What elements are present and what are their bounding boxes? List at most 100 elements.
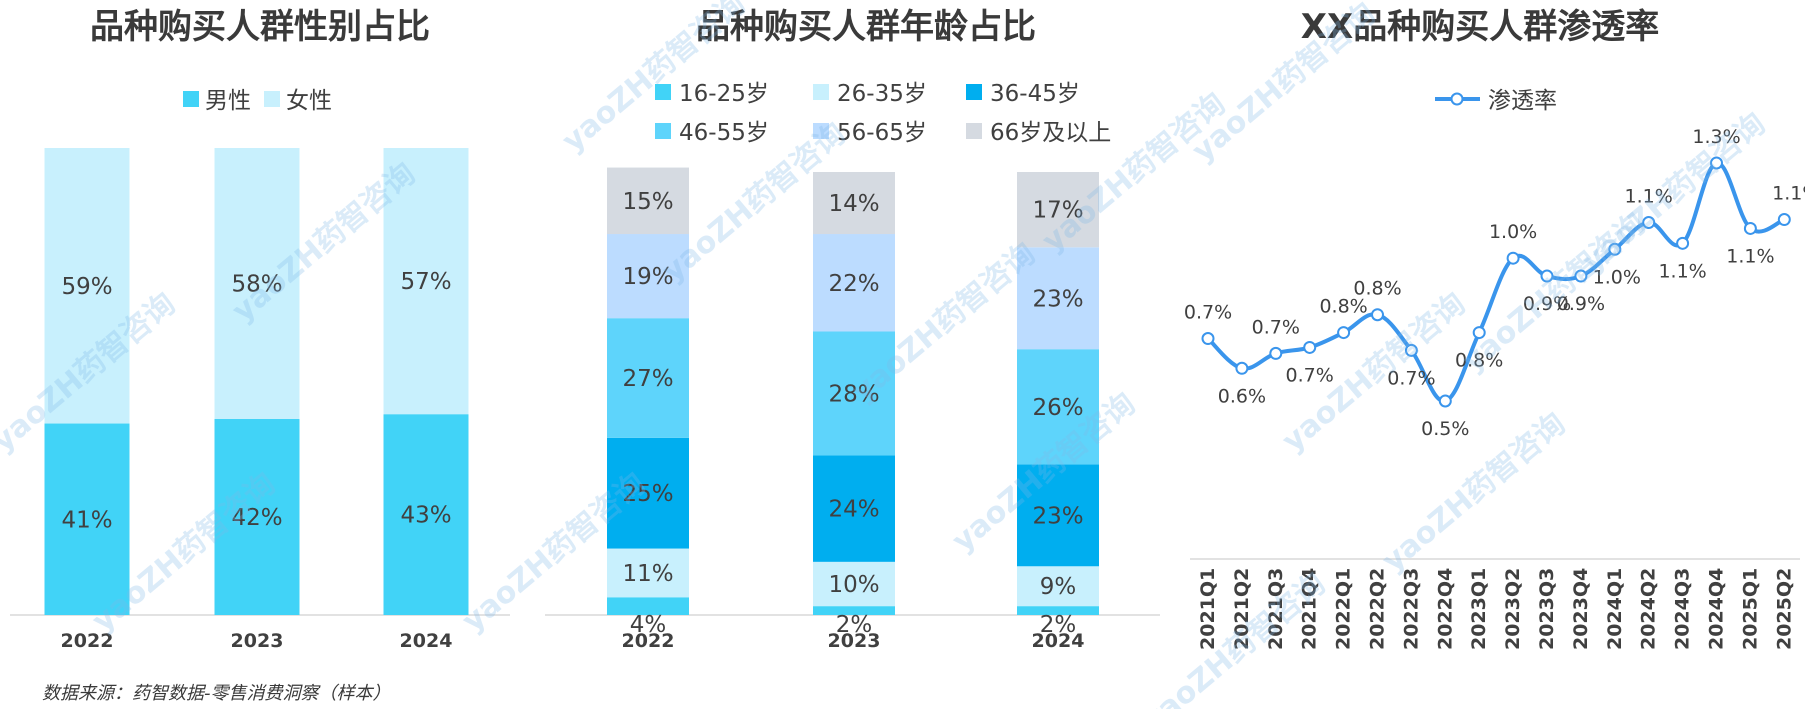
penetration-point-label: 0.7% bbox=[1184, 302, 1232, 324]
age-bar-segment bbox=[813, 331, 895, 456]
gender-bar-segment bbox=[383, 148, 469, 415]
age-segment-label: 4% bbox=[630, 612, 667, 638]
penetration-category-label: 2023Q1 bbox=[1468, 568, 1490, 650]
penetration-chart-title: XX品种购买人群渗透率 bbox=[1301, 7, 1659, 47]
age-segment-label: 15% bbox=[622, 189, 673, 215]
age-bar-segment bbox=[607, 548, 689, 598]
age-bar-segment bbox=[1017, 464, 1099, 567]
penetration-point-label: 1.3% bbox=[1692, 126, 1740, 148]
penetration-point bbox=[1777, 213, 1791, 227]
penetration-point-label: 0.9% bbox=[1523, 293, 1571, 315]
age-chart-title: 品种购买人群年龄占比 bbox=[696, 7, 1036, 47]
penetration-point-label: 1.0% bbox=[1489, 221, 1537, 243]
penetration-category-label: 2024Q2 bbox=[1638, 568, 1660, 650]
age-bar-segment bbox=[607, 437, 689, 549]
penetration-point-label: 1.1% bbox=[1726, 245, 1774, 267]
gender-bar-segment bbox=[44, 148, 130, 424]
age-segment-label: 23% bbox=[1032, 503, 1083, 529]
penetration-point-label: 0.5% bbox=[1421, 418, 1469, 440]
gender-bar-segment bbox=[383, 414, 469, 615]
penetration-point bbox=[1438, 394, 1452, 408]
age-bar-segment bbox=[1017, 172, 1099, 248]
penetration-point-label: 0.8% bbox=[1455, 350, 1503, 372]
age-bar-segment bbox=[1017, 349, 1099, 465]
age-legend-swatch bbox=[813, 123, 829, 139]
gender-bar-segment bbox=[214, 418, 300, 615]
age-segment-label: 10% bbox=[828, 572, 879, 598]
age-segment-label: 17% bbox=[1032, 198, 1083, 224]
watermark-text: yaoZH药智咨询 bbox=[1186, 0, 1383, 169]
legend-label-male: 男性 bbox=[205, 88, 251, 114]
penetration-point bbox=[1743, 221, 1757, 235]
age-bar-segment bbox=[813, 234, 895, 332]
penetration-point-label: 1.1% bbox=[1772, 183, 1805, 205]
age-segment-label: 2% bbox=[1040, 612, 1077, 638]
watermark-text: yaoZH药智咨询 bbox=[1376, 406, 1573, 579]
age-legend-swatch bbox=[966, 123, 982, 139]
gender-segment-label: 43% bbox=[400, 503, 451, 529]
gender-chart: 男性 女性 41% 59% 2022 42% 58% 2023 43% 57% 2024 bbox=[10, 88, 510, 652]
penetration-category-label: 2021Q3 bbox=[1265, 568, 1287, 650]
penetration-category-label: 2024Q4 bbox=[1706, 568, 1728, 650]
age-segment-label: 19% bbox=[622, 264, 673, 290]
age-bar-segment bbox=[607, 597, 689, 615]
penetration-point-label: 0.8% bbox=[1353, 278, 1401, 300]
penetration-point-label: 0.7% bbox=[1252, 316, 1300, 338]
age-segment-label: 11% bbox=[622, 561, 673, 587]
gender-category-label: 2024 bbox=[400, 630, 453, 652]
gender-segment-label: 59% bbox=[61, 274, 112, 300]
gender-segment-label: 42% bbox=[231, 505, 282, 531]
age-bar-segment bbox=[813, 606, 895, 615]
penetration-category-label: 2024Q3 bbox=[1672, 568, 1694, 650]
gender-segment-label: 41% bbox=[61, 507, 112, 533]
penetration-category-label: 2021Q2 bbox=[1231, 568, 1253, 650]
gender-category-label: 2023 bbox=[231, 630, 284, 652]
age-legend-label: 66岁及以上 bbox=[990, 120, 1111, 146]
penetration-chart: 渗透率 0.7% 2021Q1 0.6% 2021Q2 0.7% 2021Q3 0.7% 202… bbox=[1184, 88, 1805, 650]
penetration-point-label: 1.1% bbox=[1658, 260, 1706, 282]
age-segment-label: 27% bbox=[622, 366, 673, 392]
line-legend-marker bbox=[1450, 92, 1464, 106]
penetration-category-label: 2021Q1 bbox=[1197, 568, 1219, 650]
penetration-category-label: 2023Q4 bbox=[1570, 568, 1592, 650]
age-category-label: 2022 bbox=[622, 630, 675, 652]
age-bar-segment bbox=[813, 172, 895, 235]
penetration-category-label: 2022Q3 bbox=[1400, 568, 1422, 650]
penetration-point bbox=[1506, 251, 1520, 265]
age-segment-label: 28% bbox=[828, 382, 879, 408]
penetration-point bbox=[1235, 361, 1249, 375]
gender-chart-title: 品种购买人群性别占比 bbox=[90, 7, 430, 47]
penetration-point bbox=[1337, 326, 1351, 340]
penetration-category-label: 2021Q4 bbox=[1299, 568, 1321, 650]
age-legend-label: 26-35岁 bbox=[837, 81, 927, 107]
age-legend-label: 16-25岁 bbox=[679, 81, 769, 107]
age-bar-segment bbox=[813, 561, 895, 607]
penetration-point bbox=[1642, 216, 1656, 229]
penetration-point-label: 1.1% bbox=[1625, 186, 1673, 208]
age-bar-segment bbox=[607, 167, 689, 235]
penetration-point bbox=[1710, 156, 1723, 170]
penetration-point bbox=[1201, 332, 1215, 346]
penetration-point-label: 1.0% bbox=[1593, 266, 1641, 288]
age-bar-segment bbox=[1017, 606, 1099, 615]
age-segment-label: 2% bbox=[836, 612, 873, 638]
penetration-point-label: 0.6% bbox=[1218, 385, 1266, 407]
legend-swatch-female bbox=[264, 91, 280, 107]
legend-label-female: 女性 bbox=[286, 88, 332, 114]
gender-segment-label: 57% bbox=[400, 269, 451, 295]
penetration-point bbox=[1404, 343, 1418, 357]
penetration-point bbox=[1269, 346, 1283, 360]
age-segment-label: 26% bbox=[1032, 395, 1083, 421]
age-legend-swatch bbox=[655, 84, 671, 100]
age-bar-segment bbox=[607, 234, 689, 319]
penetration-point bbox=[1676, 236, 1690, 250]
penetration-point bbox=[1574, 269, 1588, 283]
age-bar-segment bbox=[1017, 566, 1099, 607]
gender-category-label: 2022 bbox=[61, 630, 114, 652]
age-legend-swatch bbox=[655, 123, 671, 139]
gender-bar-segment bbox=[214, 148, 300, 419]
age-segment-label: 22% bbox=[828, 271, 879, 297]
age-category-label: 2024 bbox=[1032, 630, 1085, 652]
penetration-point-label: 0.9% bbox=[1557, 293, 1605, 315]
